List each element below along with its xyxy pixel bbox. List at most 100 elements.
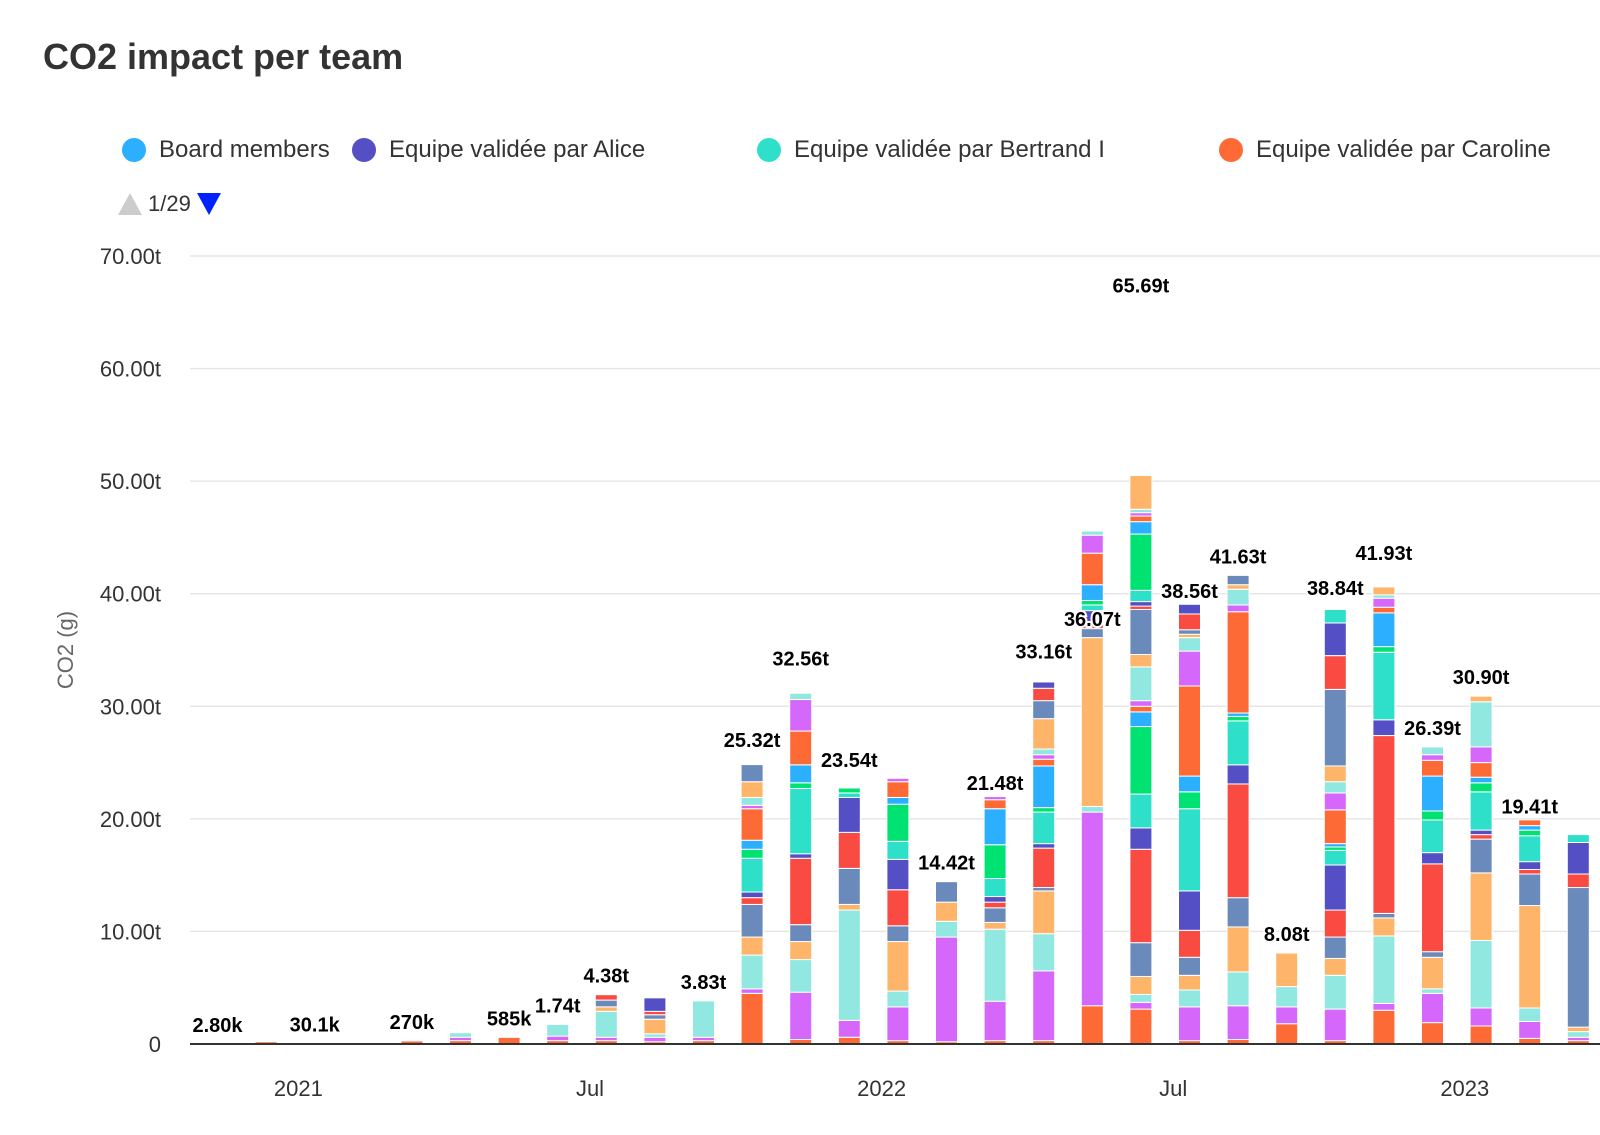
bar-segment[interactable] [1226, 764, 1250, 785]
bar-segment[interactable] [1421, 863, 1444, 953]
bar-segment[interactable] [1226, 712, 1250, 717]
bar-segment[interactable] [1469, 701, 1493, 748]
bar-segment[interactable] [1178, 603, 1201, 615]
bar-segment[interactable] [1421, 951, 1444, 958]
legend-item-board-members[interactable]: Board members [122, 128, 330, 172]
bar-segment[interactable] [789, 782, 813, 789]
bar-segment[interactable] [1129, 601, 1153, 607]
bar-segment[interactable] [1372, 1009, 1396, 1045]
bar-segment[interactable] [740, 848, 764, 859]
bar-segment[interactable] [1129, 666, 1153, 702]
bar-segment[interactable] [1421, 759, 1444, 777]
bar-segment[interactable] [1032, 890, 1056, 935]
bar-segment[interactable] [789, 787, 813, 855]
bar-segment[interactable] [1226, 720, 1250, 766]
bar-segment[interactable] [886, 858, 910, 891]
bar-segment[interactable] [1518, 1020, 1542, 1039]
bar-segment[interactable] [1032, 718, 1056, 750]
bar-stack[interactable] [1129, 475, 1153, 1045]
bar-segment[interactable] [1518, 819, 1542, 827]
bar-segment[interactable] [1421, 988, 1444, 994]
bar-segment[interactable] [1566, 873, 1590, 889]
bar-segment[interactable] [1469, 782, 1493, 793]
bar-segment[interactable] [740, 857, 764, 893]
bar-segment[interactable] [449, 1032, 472, 1038]
bar-segment[interactable] [449, 1036, 472, 1042]
bar-segment[interactable] [1469, 746, 1493, 764]
bar-segment[interactable] [643, 1036, 667, 1043]
bar-stack[interactable] [1372, 586, 1396, 1045]
bar-segment[interactable] [1469, 838, 1493, 874]
bar-segment[interactable] [1032, 687, 1056, 702]
bar-segment[interactable] [983, 808, 1007, 846]
bar-segment[interactable] [1129, 793, 1153, 829]
bar-segment[interactable] [740, 936, 764, 956]
bar-segment[interactable] [1226, 971, 1250, 1007]
bar-segment[interactable] [594, 999, 618, 1008]
bar-segment[interactable] [1178, 974, 1201, 991]
bar-segment[interactable] [1129, 521, 1153, 535]
bar-segment[interactable] [1129, 608, 1153, 656]
bar-segment[interactable] [1226, 604, 1250, 613]
bar-stack[interactable] [837, 787, 861, 1045]
bar-segment[interactable] [1032, 807, 1056, 813]
bar-segment[interactable] [1032, 933, 1056, 972]
bar-segment[interactable] [643, 1014, 667, 1020]
bar-segment[interactable] [837, 909, 861, 1021]
bar-segment[interactable] [1566, 1036, 1590, 1042]
bar-segment[interactable] [1032, 843, 1056, 849]
bar-stack[interactable] [740, 764, 764, 1045]
bar-segment[interactable] [1518, 835, 1542, 863]
bar-segment[interactable] [1421, 819, 1444, 854]
bar-segment[interactable] [1080, 584, 1104, 601]
bar-segment[interactable] [1129, 508, 1153, 514]
bar-segment[interactable] [1323, 765, 1347, 783]
bar-segment[interactable] [1129, 654, 1153, 668]
bar-segment[interactable] [1469, 1007, 1493, 1027]
bar-segment[interactable] [1226, 574, 1250, 586]
bar-segment[interactable] [983, 896, 1007, 903]
bar-segment[interactable] [1323, 792, 1347, 811]
bar-segment[interactable] [1178, 775, 1201, 793]
bar-segment[interactable] [1032, 970, 1056, 1042]
bar-segment[interactable] [1323, 974, 1347, 1010]
bar-segment[interactable] [740, 988, 764, 994]
bar-segment[interactable] [1323, 849, 1347, 866]
bar-segment[interactable] [1323, 936, 1347, 959]
bar-segment[interactable] [1129, 975, 1153, 995]
bar-segment[interactable] [983, 796, 1007, 801]
bar-segment[interactable] [1226, 715, 1250, 722]
bar-segment[interactable] [1226, 1005, 1250, 1040]
bar-segment[interactable] [789, 991, 813, 1040]
bar-segment[interactable] [789, 764, 813, 784]
bar-segment[interactable] [594, 994, 618, 1001]
bar-segment[interactable] [1421, 754, 1444, 761]
bar-stack[interactable] [789, 692, 813, 1045]
bar-segment[interactable] [886, 796, 910, 805]
bar-segment[interactable] [1323, 622, 1347, 657]
bar-segment[interactable] [983, 921, 1007, 930]
bar-segment[interactable] [740, 903, 764, 938]
bar-segment[interactable] [1032, 765, 1056, 809]
bar-segment[interactable] [1032, 754, 1056, 760]
bar-segment[interactable] [935, 936, 958, 1043]
bar-segment[interactable] [1129, 942, 1153, 977]
bar-segment[interactable] [789, 730, 813, 766]
bar-stack[interactable] [886, 777, 910, 1045]
bar-segment[interactable] [1469, 829, 1493, 836]
bar-segment[interactable] [789, 853, 813, 859]
bar-segment[interactable] [789, 941, 813, 961]
bar-segment[interactable] [1275, 986, 1299, 1008]
bar-segment[interactable] [1129, 512, 1153, 517]
bar-segment[interactable] [1129, 700, 1153, 707]
bar-segment[interactable] [1178, 629, 1201, 635]
bar-segment[interactable] [983, 799, 1007, 810]
bar-segment[interactable] [1372, 597, 1396, 608]
bar-segment[interactable] [1469, 762, 1493, 778]
bar-segment[interactable] [643, 1010, 667, 1016]
bar-segment[interactable] [837, 903, 861, 911]
bar-segment[interactable] [935, 881, 958, 903]
bar-segment[interactable] [1129, 475, 1153, 510]
bar-segment[interactable] [1080, 637, 1104, 807]
bar-segment[interactable] [1518, 905, 1542, 1009]
